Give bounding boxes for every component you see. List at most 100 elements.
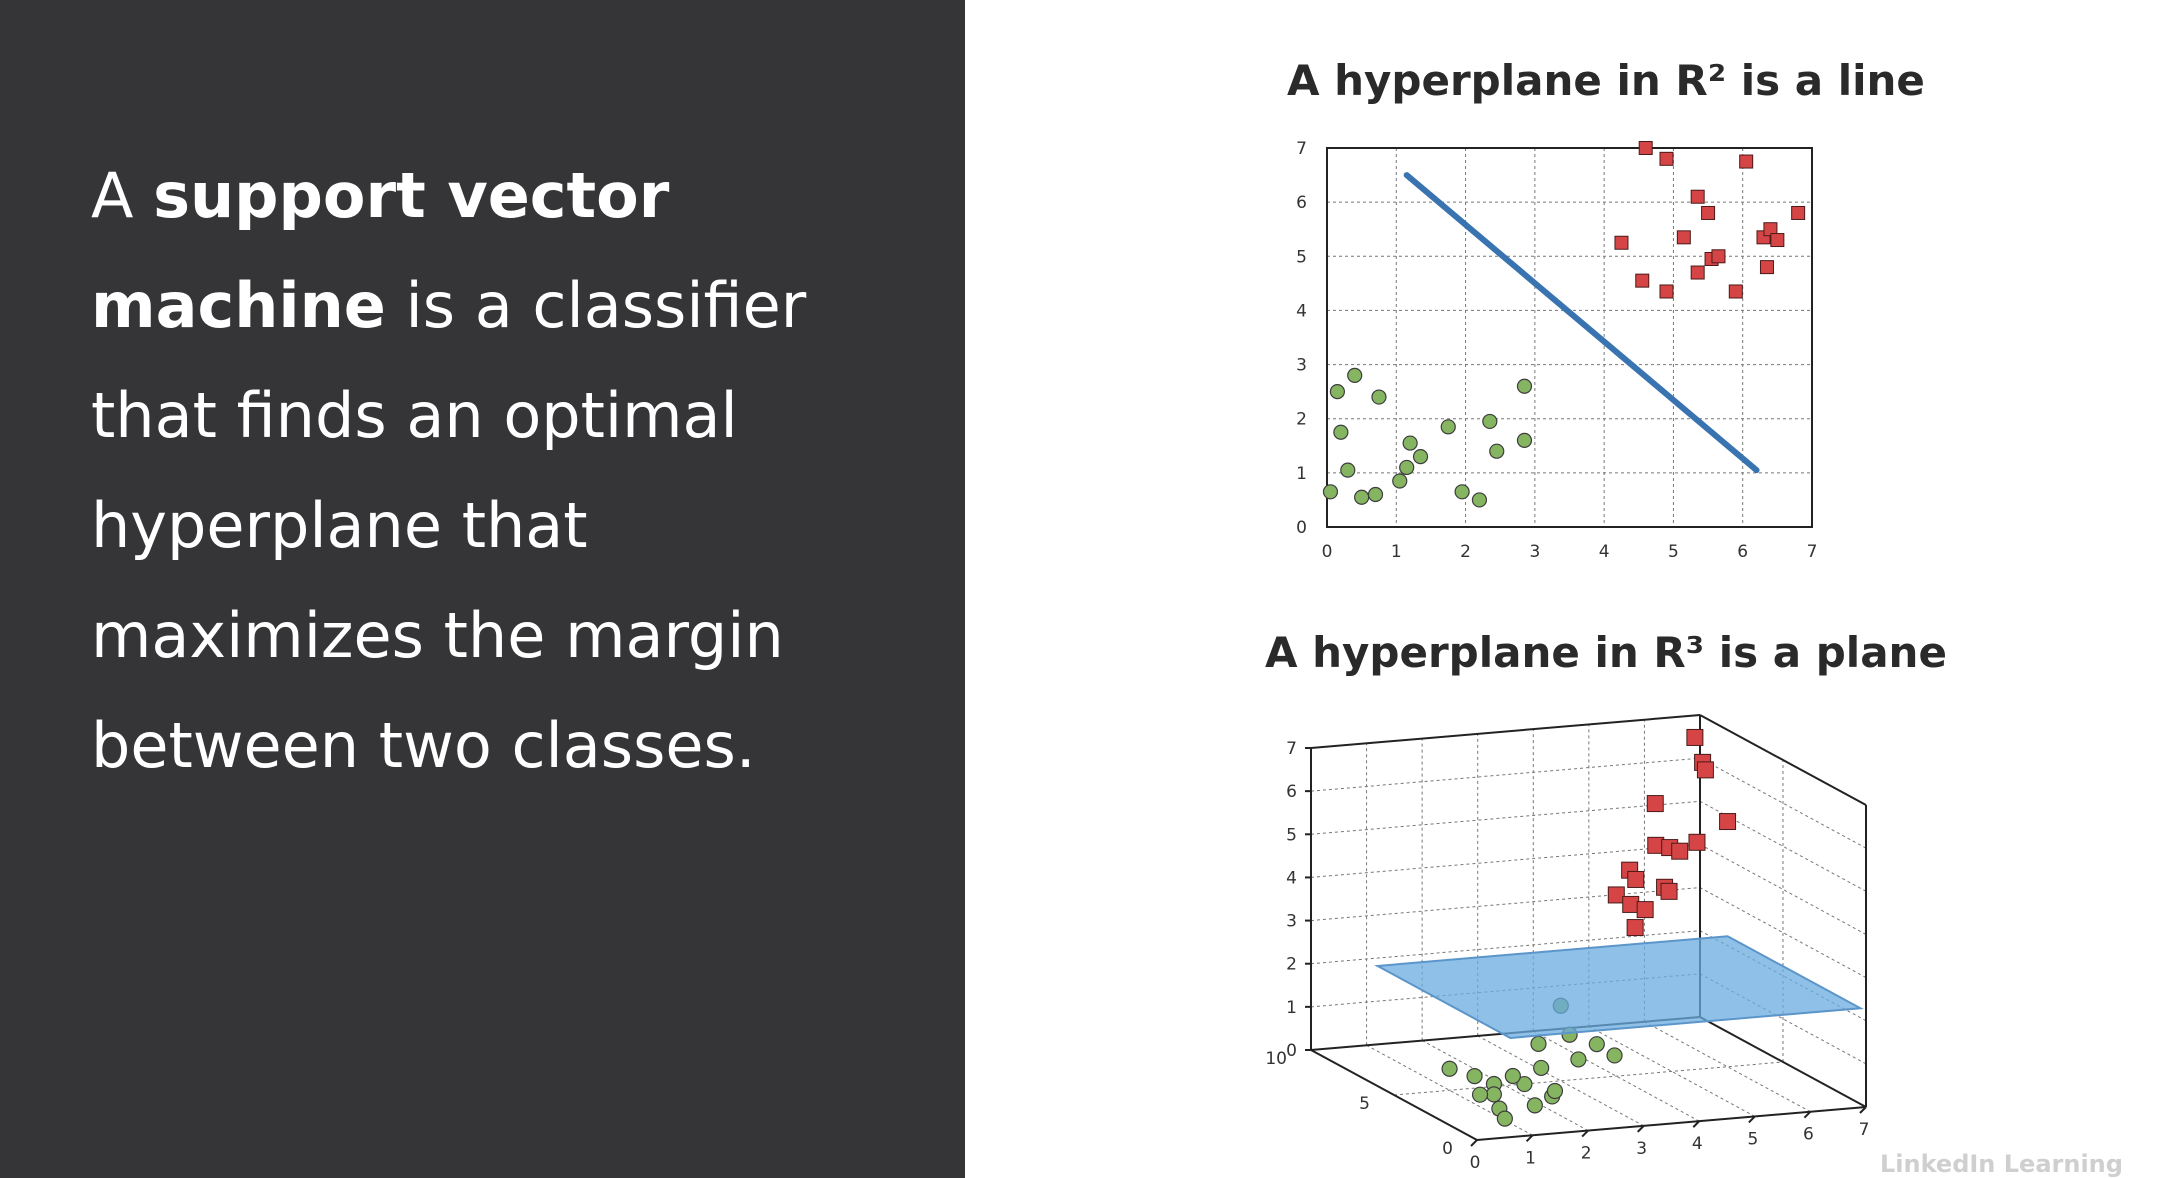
data-point-circle (1399, 459, 1415, 476)
grid-floor-x (1421, 1040, 1589, 1132)
data-point-square (1614, 235, 1629, 250)
data-point-square (1688, 833, 1706, 851)
data-point-square (1719, 813, 1737, 831)
data-point-circle (1516, 378, 1533, 394)
data-point-square (1690, 189, 1705, 204)
x-tick (1859, 1106, 1867, 1114)
data-point-circle (1412, 449, 1429, 465)
grid-floor-x (1533, 1030, 1700, 1122)
data-point-circle (1471, 492, 1488, 508)
data-point-circle (1516, 1075, 1533, 1093)
z-tick-label: 4 (1286, 868, 1297, 888)
x-tick-label: 7 (1859, 1120, 1870, 1140)
data-point-circle (1570, 1051, 1587, 1068)
grid-floor-x (1477, 1035, 1644, 1127)
data-point-square (1711, 249, 1726, 264)
x-tick-label: 3 (1636, 1139, 1647, 1159)
grid-back-z (1310, 930, 1701, 965)
data-point-circle (1489, 443, 1505, 459)
hyperplane-plane (1374, 935, 1864, 1039)
y-tick-label: 4 (1296, 301, 1307, 321)
x-tick-label: 0 (1470, 1153, 1481, 1173)
x-tick (1525, 1134, 1534, 1142)
data-point-circle (1546, 1082, 1564, 1100)
x-tick (1803, 1111, 1812, 1119)
data-point-circle (1530, 1035, 1547, 1053)
x-axis (1476, 1106, 1867, 1141)
data-point-circle (1526, 1097, 1543, 1114)
z-tick-label: 6 (1286, 782, 1297, 802)
plot-frame (1326, 147, 1813, 528)
slide-text: A support vector machine is a classifier… (91, 141, 931, 801)
data-point-square (1686, 728, 1704, 746)
y-tick-label: 7 (1296, 139, 1307, 159)
slide-text-bold: support vector machine (91, 159, 670, 342)
grid-back-z (1310, 843, 1701, 878)
chart-title-3d: A hyperplane in R³ is a plane (1265, 628, 1947, 677)
x-tick-label: 4 (1692, 1134, 1703, 1154)
x-tick-label: 5 (1747, 1129, 1758, 1149)
data-point-square (1635, 273, 1650, 288)
x-tick-label: 6 (1737, 542, 1748, 562)
data-point-square (1636, 901, 1654, 919)
x-tick-label: 6 (1803, 1125, 1814, 1145)
y-tick-label: 1 (1296, 464, 1307, 484)
frame-edge (1699, 1016, 1867, 1108)
z-tick-label: 0 (1286, 1041, 1297, 1061)
data-point-circle (1485, 1086, 1502, 1103)
data-point-square (1676, 230, 1691, 245)
grid-floor-x (1644, 1021, 1811, 1113)
x-tick (1581, 1129, 1589, 1138)
z-tick-label: 3 (1286, 912, 1297, 932)
x-tick-label: 0 (1322, 542, 1333, 562)
data-point-square (1759, 260, 1774, 275)
data-point-square (1659, 284, 1674, 299)
data-point-square (1626, 919, 1644, 937)
x-tick (1748, 1115, 1756, 1124)
data-point-circle (1371, 389, 1387, 405)
x-tick-label: 5 (1668, 542, 1679, 562)
x-tick-label: 4 (1599, 542, 1610, 562)
data-point-circle (1340, 462, 1356, 478)
y-tick-label: 5 (1359, 1094, 1370, 1114)
y-axis (1310, 1049, 1478, 1141)
frame-edge (1699, 714, 1867, 806)
data-point-square (1791, 205, 1806, 220)
z-tick-label: 2 (1286, 955, 1297, 975)
left-panel: A support vector machine is a classifier… (0, 0, 965, 1178)
z-tick-label: 5 (1286, 825, 1297, 845)
data-point-square (1660, 882, 1678, 900)
data-point-circle (1441, 1060, 1458, 1077)
data-point-circle (1533, 1059, 1550, 1077)
y-tick-label: 0 (1442, 1139, 1453, 1159)
data-point-circle (1440, 419, 1456, 435)
x-tick-label: 3 (1529, 542, 1540, 562)
data-point-square (1696, 761, 1714, 779)
data-point-circle (1504, 1067, 1521, 1085)
watermark: LinkedIn Learning (1880, 1150, 2123, 1178)
grid-floor-y (1393, 1061, 1784, 1096)
data-point-square (1701, 205, 1716, 220)
data-point-circle (1322, 484, 1339, 500)
data-point-circle (1329, 384, 1345, 400)
chart-title-2d: A hyperplane in R² is a line (1287, 56, 1925, 105)
z-tick-label: 7 (1286, 739, 1297, 759)
x-tick (1470, 1139, 1478, 1147)
data-point-circle (1516, 432, 1533, 448)
slide-text-part: is a classifier that finds an optimal hy… (91, 269, 807, 782)
y-tick-label: 0 (1296, 518, 1307, 538)
data-point-circle (1482, 413, 1498, 430)
data-point-circle (1333, 424, 1349, 440)
grid-side-z (1699, 843, 1867, 935)
data-point-square (1622, 895, 1640, 913)
x-tick (1692, 1120, 1700, 1128)
data-point-square (1728, 284, 1743, 299)
slide-text-part: A (91, 159, 154, 232)
data-point-circle (1392, 473, 1408, 489)
data-point-circle (1606, 1047, 1623, 1064)
grid-floor-x (1588, 1025, 1756, 1117)
data-point-circle (1367, 486, 1384, 503)
data-point-circle (1347, 367, 1363, 383)
x-tick-label: 2 (1581, 1144, 1592, 1164)
